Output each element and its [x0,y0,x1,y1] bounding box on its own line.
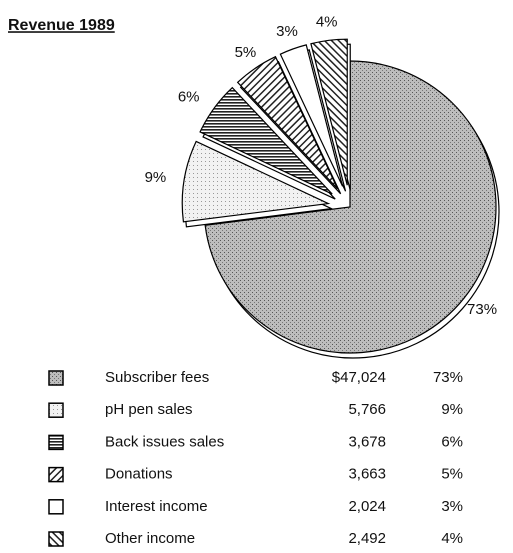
legend-swatch [48,370,64,386]
chart-title: Revenue 1989 [8,17,115,34]
legend-amount: 3,663 [348,466,386,483]
legend-swatch [48,466,64,483]
legend-label: Subscriber fees [105,369,209,386]
legend-amount: 5,766 [348,401,386,418]
legend-swatch [48,531,64,547]
legend-amount: 3,678 [348,433,386,450]
legend-percent: 4% [441,530,463,547]
legend-amount: $47,024 [332,369,386,386]
slice-label: 3% [276,23,298,40]
legend-label: Interest income [105,498,208,515]
legend-swatch [48,434,64,451]
slice-label: 6% [178,89,200,106]
legend-label: Other income [105,530,195,547]
legend-percent: 73% [433,369,463,386]
slice-label: 5% [235,44,257,61]
slice [236,55,339,190]
slice [181,140,331,223]
legend-percent: 6% [441,433,463,450]
slice-label: 73% [467,301,497,318]
legend-percent: 5% [441,466,463,483]
legend-amount: 2,024 [348,498,386,515]
legend-percent: 9% [441,401,463,418]
slice [199,86,333,195]
legend-label: pH pen sales [105,401,193,418]
slice-label: 9% [145,169,167,186]
legend-label: Donations [105,466,173,483]
slice [310,38,348,186]
legend-percent: 3% [441,498,463,515]
legend-swatch [48,499,64,515]
slice [279,44,344,187]
legend-swatch [48,402,64,418]
slice [204,60,497,354]
legend-label: Back issues sales [105,433,224,450]
legend-amount: 2,492 [348,530,386,547]
slice-label: 4% [316,13,338,30]
